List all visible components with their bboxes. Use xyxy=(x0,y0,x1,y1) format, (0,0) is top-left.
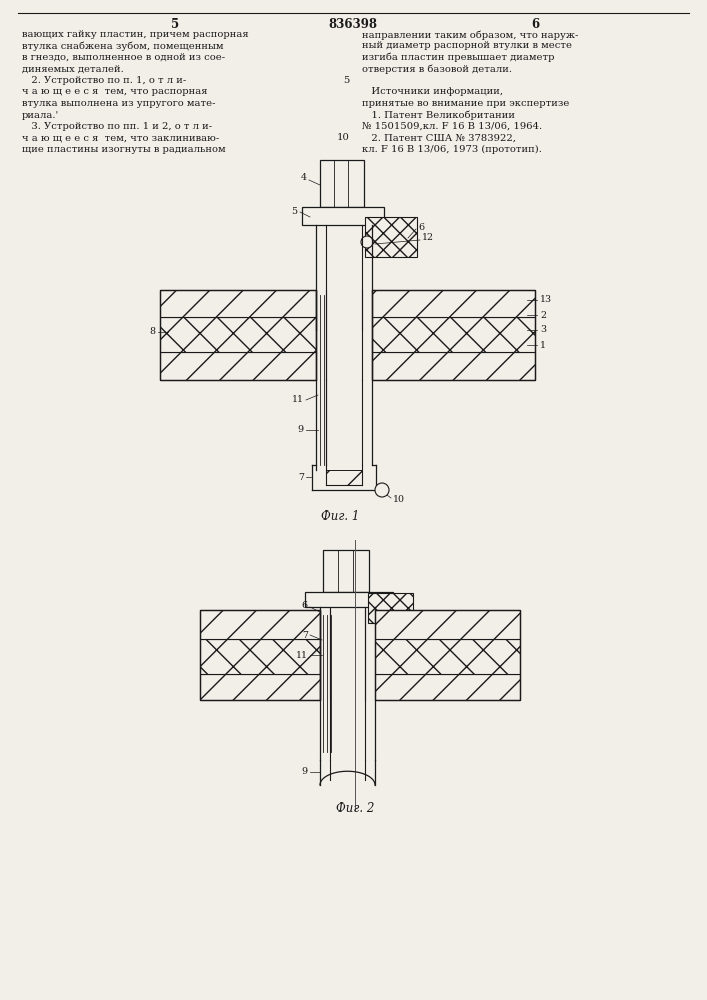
Bar xyxy=(372,317,535,352)
Bar xyxy=(372,290,535,380)
Bar xyxy=(368,593,413,623)
Text: Источники информации,: Источники информации, xyxy=(362,88,503,97)
Circle shape xyxy=(361,236,373,248)
Bar xyxy=(160,290,316,317)
Text: направлении таким образом, что наруж-: направлении таким образом, что наруж- xyxy=(362,30,578,39)
Text: 10: 10 xyxy=(393,495,405,504)
Text: в гнездо, выполненное в одной из сое-: в гнездо, выполненное в одной из сое- xyxy=(22,53,225,62)
Text: 10: 10 xyxy=(337,133,350,142)
Text: 6: 6 xyxy=(531,18,539,31)
Text: 3. Устройство по пп. 1 и 2, о т л и-: 3. Устройство по пп. 1 и 2, о т л и- xyxy=(22,122,212,131)
Bar xyxy=(375,610,520,639)
Bar xyxy=(375,674,520,700)
Bar xyxy=(200,610,320,700)
Text: отверстия в базовой детали.: отверстия в базовой детали. xyxy=(362,64,512,74)
Circle shape xyxy=(375,483,389,497)
Text: Фиг. 1: Фиг. 1 xyxy=(321,510,359,523)
Text: вающих гайку пластин, причем распорная: вающих гайку пластин, причем распорная xyxy=(22,30,249,39)
Text: 4: 4 xyxy=(301,174,307,182)
Bar xyxy=(305,592,393,607)
Text: 5: 5 xyxy=(344,76,350,85)
Text: диняемых деталей.: диняемых деталей. xyxy=(22,64,124,74)
Text: кл. F 16 B 13/06, 1973 (прототип).: кл. F 16 B 13/06, 1973 (прототип). xyxy=(362,145,542,154)
Text: 11: 11 xyxy=(296,650,308,660)
Text: 2. Устройство по п. 1, о т л и-: 2. Устройство по п. 1, о т л и- xyxy=(22,76,186,85)
Text: 3: 3 xyxy=(540,326,546,334)
Bar xyxy=(200,610,320,639)
Bar xyxy=(372,290,535,317)
Text: 11: 11 xyxy=(292,395,304,404)
Text: 5: 5 xyxy=(171,18,179,31)
Text: 2. Патент США № 3783922,: 2. Патент США № 3783922, xyxy=(362,133,516,142)
Bar xyxy=(375,639,520,674)
Text: 836398: 836398 xyxy=(329,18,378,31)
Text: 7: 7 xyxy=(298,473,304,482)
Bar xyxy=(326,470,362,485)
Bar xyxy=(200,639,320,674)
Text: 9: 9 xyxy=(302,768,308,776)
Bar xyxy=(160,317,316,352)
Text: 1: 1 xyxy=(540,340,546,350)
Bar xyxy=(200,674,320,700)
Bar xyxy=(375,610,520,700)
Text: ч а ю щ е е с я  тем, что распорная: ч а ю щ е е с я тем, что распорная xyxy=(22,88,207,97)
Text: принятые во внимание при экспертизе: принятые во внимание при экспертизе xyxy=(362,99,569,108)
Text: 1. Патент Великобритании: 1. Патент Великобритании xyxy=(362,110,515,120)
Text: 9: 9 xyxy=(298,426,304,434)
Text: 12: 12 xyxy=(422,233,434,242)
Bar xyxy=(323,550,369,592)
Text: втулка снабжена зубом, помещенным: втулка снабжена зубом, помещенным xyxy=(22,41,223,51)
Text: 6: 6 xyxy=(418,223,424,232)
Text: втулка выполнена из упругого мате-: втулка выполнена из упругого мате- xyxy=(22,99,216,108)
Text: 13: 13 xyxy=(540,296,552,304)
Text: ный диаметр распорной втулки в месте: ный диаметр распорной втулки в месте xyxy=(362,41,572,50)
Bar xyxy=(365,217,417,257)
Bar xyxy=(160,352,316,380)
Text: Фиг. 2: Фиг. 2 xyxy=(336,802,374,815)
Text: изгиба пластин превышает диаметр: изгиба пластин превышает диаметр xyxy=(362,53,554,62)
Text: 8: 8 xyxy=(149,328,155,336)
Text: 7: 7 xyxy=(302,631,308,640)
Text: 6: 6 xyxy=(302,600,308,609)
Bar xyxy=(372,352,535,380)
Text: 2: 2 xyxy=(540,310,546,320)
Text: 5: 5 xyxy=(291,207,297,216)
Bar xyxy=(320,160,364,207)
Bar xyxy=(302,207,384,225)
Text: щие пластины изогнуты в радиальном: щие пластины изогнуты в радиальном xyxy=(22,145,226,154)
Bar xyxy=(160,290,316,380)
Text: риала.': риала.' xyxy=(22,110,59,119)
Text: ч а ю щ е е с я  тем, что заклиниваю-: ч а ю щ е е с я тем, что заклиниваю- xyxy=(22,133,219,142)
Text: № 1501509,кл. F 16 B 13/06, 1964.: № 1501509,кл. F 16 B 13/06, 1964. xyxy=(362,122,542,131)
